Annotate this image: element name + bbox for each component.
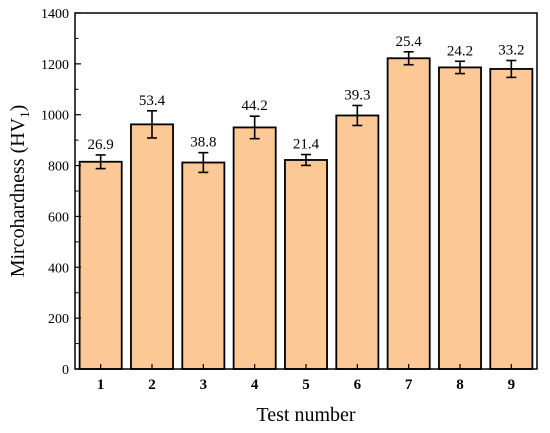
bar-8 (438, 66, 482, 370)
data-label-5: 21.4 (293, 137, 320, 153)
x-tick-label-3: 3 (200, 377, 208, 393)
error-bar-2 (147, 109, 157, 139)
bar-2 (130, 123, 174, 370)
data-label-8: 24.2 (447, 43, 473, 59)
x-tick-label-6: 6 (354, 377, 362, 393)
x-tick-label-5: 5 (302, 377, 310, 393)
y-axis-title-subscript: 1 (17, 111, 32, 118)
y-tick-label-600: 600 (48, 210, 69, 225)
bar-6 (335, 114, 380, 370)
x-tick-label-9: 9 (508, 377, 516, 393)
y-tick-label-1400: 1400 (41, 7, 69, 22)
x-tick-label-4: 4 (251, 377, 259, 393)
x-tick-label-7: 7 (405, 377, 413, 393)
y-axis-title-end: ) (7, 105, 29, 112)
data-label-9: 33.2 (498, 43, 524, 59)
y-tick-label-200: 200 (48, 312, 69, 327)
error-bars-group (95, 51, 517, 174)
error-bar-5 (301, 153, 311, 167)
x-tick-label-2: 2 (148, 377, 156, 393)
data-label-4: 44.2 (242, 98, 268, 114)
plot-frame (74, 12, 538, 370)
y-tick-label-800: 800 (48, 160, 69, 175)
x-tick-label-8: 8 (456, 377, 464, 393)
data-label-6: 39.3 (344, 87, 370, 103)
y-axis-ticks: 0 200 400 600 800 1000 1200 1400 (41, 7, 81, 378)
y-tick-label-1000: 1000 (41, 109, 69, 124)
data-labels-group: 26.9 53.4 38.8 44.2 21.4 39.3 25.4 24.2 33.2 (88, 34, 525, 153)
error-bar-3 (198, 151, 209, 174)
bar-9 (489, 68, 534, 370)
bar-7 (386, 57, 431, 370)
data-label-1: 26.9 (88, 137, 114, 153)
x-axis-title: Test number (256, 404, 355, 426)
y-axis-title-main: Mircohardness (HV (7, 117, 29, 277)
y-tick-label-400: 400 (48, 261, 69, 276)
error-bar-7 (403, 51, 414, 66)
error-bar-8 (455, 60, 465, 75)
bar-5 (284, 159, 328, 370)
y-tick-label-1200: 1200 (41, 58, 69, 73)
error-bar-4 (249, 115, 260, 140)
bar-3 (181, 161, 226, 370)
bar-4 (232, 126, 277, 370)
y-tick-label-0: 0 (62, 363, 69, 378)
x-tick-label-1: 1 (97, 377, 105, 393)
data-label-2: 53.4 (139, 93, 166, 109)
error-bar-9 (506, 59, 517, 79)
bar-1 (78, 160, 123, 370)
error-bar-6 (352, 104, 363, 127)
data-label-3: 38.8 (190, 135, 216, 151)
error-bar-1 (95, 154, 106, 170)
y-axis-title: Mircohardness (HV1) (7, 105, 32, 278)
data-label-7: 25.4 (396, 34, 423, 50)
x-axis-ticks: 1 2 3 4 5 6 7 8 9 (97, 364, 515, 393)
